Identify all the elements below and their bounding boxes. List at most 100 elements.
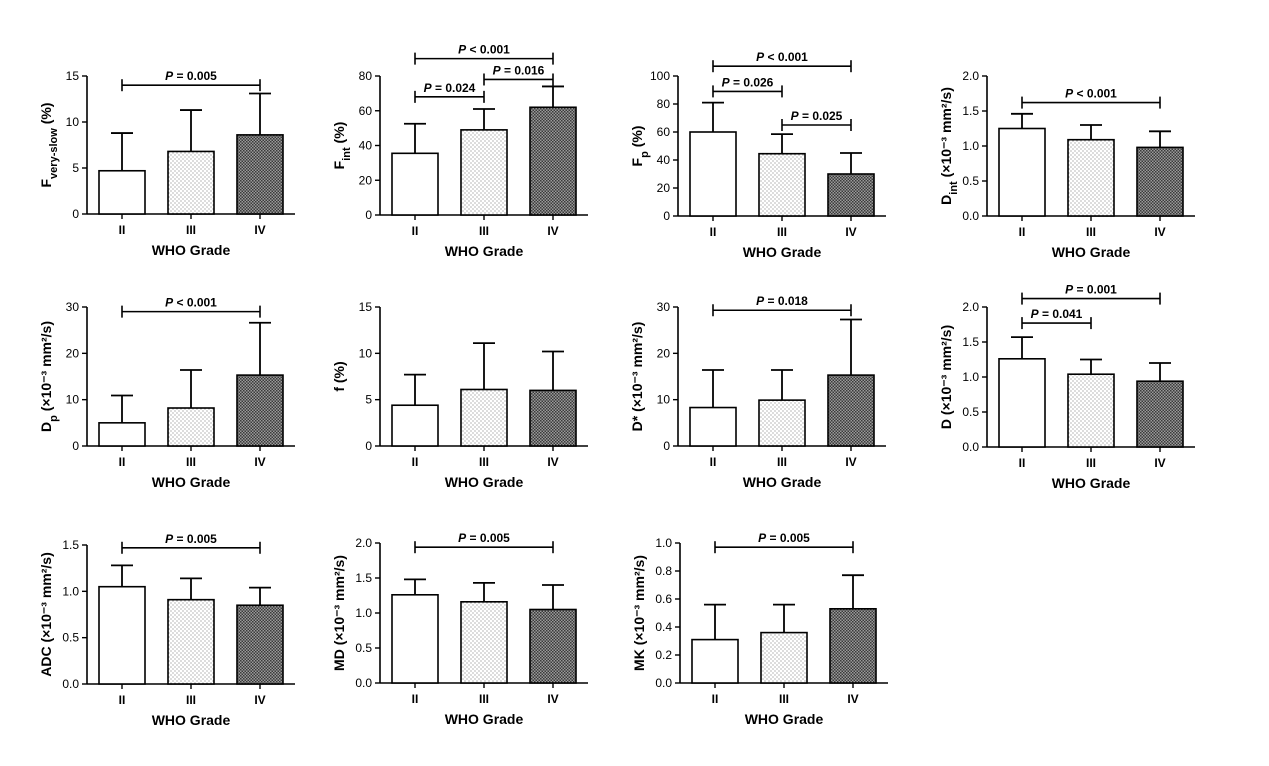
y-tick-label: 0.4: [655, 620, 672, 634]
y-tick-label: 20: [359, 173, 373, 187]
x-tick-label: IV: [547, 224, 558, 238]
p-value-label: P < 0.001: [1065, 87, 1117, 101]
bar-ii: [98, 422, 146, 447]
y-tick-label: 30: [66, 300, 80, 314]
y-axis-title: MK (×10⁻³ mm²/s): [631, 555, 647, 671]
y-tick-label: 0.5: [62, 631, 79, 645]
bar-ii: [391, 593, 439, 684]
x-tick-label: III: [186, 693, 196, 707]
y-tick-label: 0: [365, 439, 372, 453]
y-tick-label: 20: [657, 346, 671, 360]
bar-iv: [529, 608, 577, 684]
bar-iv: [1136, 380, 1184, 448]
y-axis-title: MD (×10⁻³ mm²/s): [331, 555, 347, 671]
y-tick-label: 60: [359, 104, 373, 118]
x-axis-title: WHO Grade: [152, 474, 231, 490]
y-tick-label: 1.5: [962, 104, 979, 118]
p-value-label: P = 0.018: [756, 294, 808, 308]
x-tick-label: II: [412, 455, 419, 469]
bar-iii: [460, 600, 508, 684]
y-tick-label: 1.0: [962, 370, 979, 384]
x-tick-label: II: [1019, 225, 1026, 239]
bar-iii: [758, 399, 806, 447]
bar-ii: [98, 169, 146, 215]
y-tick-label: 1.0: [962, 139, 979, 153]
bar-iii: [167, 598, 215, 685]
bar-ii: [391, 404, 439, 447]
y-tick-label: 10: [359, 346, 373, 360]
x-tick-label: IV: [547, 455, 558, 469]
y-tick-label: 0.5: [355, 641, 372, 655]
x-axis-title: WHO Grade: [745, 711, 824, 727]
y-tick-label: 10: [657, 393, 671, 407]
y-tick-label: 2.0: [355, 536, 372, 550]
y-tick-label: 10: [66, 393, 80, 407]
x-axis-title: WHO Grade: [445, 243, 524, 259]
x-axis-title: WHO Grade: [743, 474, 822, 490]
y-tick-label: 15: [359, 300, 373, 314]
y-axis-title: Fint (%): [331, 122, 353, 170]
bar-ii: [689, 131, 737, 217]
y-tick-label: 60: [657, 125, 671, 139]
y-tick-label: 1.0: [655, 536, 672, 550]
x-tick-label: II: [119, 693, 126, 707]
y-tick-label: 0.8: [655, 564, 672, 578]
x-tick-label: III: [777, 225, 787, 239]
x-tick-label: IV: [547, 692, 558, 706]
y-tick-label: 0: [72, 439, 79, 453]
y-tick-label: 0.5: [962, 405, 979, 419]
x-axis-title: WHO Grade: [445, 474, 524, 490]
y-tick-label: 0: [72, 207, 79, 221]
y-tick-label: 1.0: [355, 606, 372, 620]
y-tick-label: 0: [365, 208, 372, 222]
p-value-label: P = 0.041: [1031, 307, 1083, 321]
y-tick-label: 2.0: [962, 300, 979, 314]
x-tick-label: II: [1019, 456, 1026, 470]
x-tick-label: IV: [254, 223, 265, 237]
y-tick-label: 10: [66, 115, 80, 129]
bar-iii: [1067, 373, 1115, 448]
bar-iv: [236, 134, 284, 215]
x-axis-title: WHO Grade: [743, 244, 822, 260]
x-tick-label: IV: [845, 455, 856, 469]
bar-iii: [760, 631, 808, 684]
p-value-label: P = 0.005: [458, 531, 510, 545]
x-axis-title: WHO Grade: [445, 711, 524, 727]
y-tick-label: 1.5: [62, 538, 79, 552]
x-tick-label: III: [186, 223, 196, 237]
y-axis-title: ADC (×10⁻³ mm²/s): [38, 552, 54, 676]
p-value-label: P = 0.005: [165, 69, 217, 83]
x-tick-label: III: [779, 692, 789, 706]
p-value-label: P = 0.001: [1065, 283, 1117, 297]
y-tick-label: 0.0: [355, 676, 372, 690]
x-tick-label: IV: [254, 693, 265, 707]
y-tick-label: 80: [359, 69, 373, 83]
y-tick-label: 0: [663, 439, 670, 453]
bar-iii: [460, 388, 508, 447]
bar-iii: [167, 407, 215, 447]
y-axis-title: Fvery-slow (%): [38, 103, 60, 188]
x-tick-label: III: [479, 692, 489, 706]
bar-iii: [758, 152, 806, 217]
bar-iv: [529, 389, 577, 447]
y-tick-label: 0.2: [655, 648, 672, 662]
x-tick-label: II: [710, 455, 717, 469]
x-tick-label: IV: [1154, 225, 1165, 239]
x-tick-label: III: [479, 224, 489, 238]
p-value-label: P = 0.016: [493, 63, 545, 77]
bar-iv: [827, 374, 875, 447]
y-tick-label: 1.5: [962, 335, 979, 349]
bar-ii: [98, 585, 146, 685]
x-tick-label: II: [412, 224, 419, 238]
y-tick-label: 1.5: [355, 571, 372, 585]
bar-iv: [236, 604, 284, 685]
bar-iv: [829, 607, 877, 684]
x-tick-label: IV: [845, 225, 856, 239]
y-tick-label: 0.0: [962, 440, 979, 454]
y-tick-label: 80: [657, 97, 671, 111]
y-tick-label: 0: [663, 209, 670, 223]
y-axis-title: D (×10⁻³ mm²/s): [938, 325, 954, 429]
